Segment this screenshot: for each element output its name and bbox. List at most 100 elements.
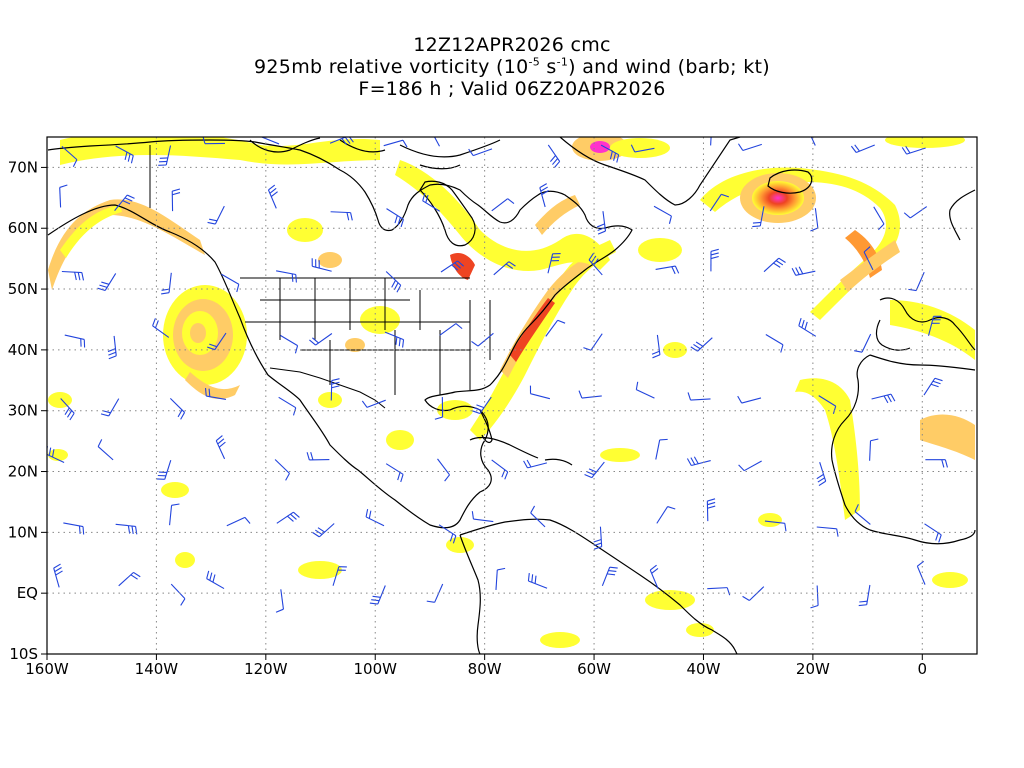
vorticity-shading	[48, 137, 975, 648]
wind-barb	[635, 381, 655, 399]
shade-pacific-low-core	[190, 323, 206, 343]
title-exponent-2: -1	[556, 55, 569, 69]
wind-barbs	[47, 137, 948, 613]
wind-barb	[170, 583, 186, 606]
shade-patch	[298, 561, 342, 579]
wind-barb	[869, 438, 879, 461]
wind-barb	[707, 587, 731, 596]
shade-africa-coast	[795, 378, 860, 520]
wind-barb	[690, 337, 713, 352]
wind-barb	[276, 511, 300, 524]
wind-barb	[53, 563, 63, 588]
shade-labrador-streak	[535, 195, 580, 235]
wind-barb	[332, 566, 347, 586]
wind-barb	[61, 270, 85, 281]
wind-barb	[924, 523, 942, 543]
wind-barb	[764, 520, 787, 532]
lat-tick-label: 70N	[8, 158, 38, 176]
wind-barb	[97, 439, 114, 461]
coast-europe	[875, 189, 976, 351]
wind-barb	[816, 461, 827, 486]
wind-barb	[438, 524, 457, 544]
wind-barb	[818, 395, 837, 414]
wind-barb	[655, 265, 680, 275]
lon-tick-label: 20W	[796, 660, 830, 678]
title-line-valid-time: F=186 h ; Valid 06Z20APR2026	[358, 78, 666, 100]
wind-barb	[204, 388, 227, 401]
wind-barb	[169, 398, 186, 420]
wind-barb	[871, 393, 896, 404]
wind-barb	[596, 211, 607, 235]
wind-barb	[260, 137, 280, 145]
wind-barb	[649, 564, 659, 589]
wind-barb	[752, 206, 765, 228]
coast-hispaniola	[544, 458, 573, 466]
axis-ticks: 160W 140W 120W 100W 80W 60W 40W 20W 0 70N 60N 50N 40…	[8, 158, 927, 678]
wind-barb	[687, 392, 711, 401]
wind-barb	[426, 583, 444, 603]
wind-barb	[908, 271, 925, 292]
lat-tick-label: 50N	[8, 280, 38, 298]
wind-barb	[207, 205, 225, 225]
wind-barb	[471, 511, 494, 523]
wind-barb	[600, 144, 620, 163]
wind-barb	[100, 398, 120, 417]
shade-great-lakes	[450, 253, 475, 280]
coast-cuba	[469, 436, 539, 459]
wind-barb	[309, 333, 333, 346]
wind-barb	[169, 503, 180, 526]
wind-barb	[547, 252, 561, 274]
shade-patch	[610, 138, 670, 158]
wind-barb	[330, 211, 353, 221]
shade-patch	[318, 392, 342, 408]
shade-patch	[318, 252, 342, 268]
wind-barb	[656, 506, 676, 524]
wind-barb	[276, 270, 297, 283]
wind-barb	[798, 317, 817, 337]
shade-iceland-low	[752, 181, 804, 215]
wind-barb	[491, 198, 515, 212]
lon-tick-label: 80W	[468, 660, 502, 678]
wind-barb	[630, 144, 655, 153]
shade-patch	[645, 590, 695, 610]
wind-barb	[763, 257, 786, 273]
coast-iceland	[767, 169, 813, 194]
wind-barb	[59, 184, 68, 208]
wind-barb	[115, 523, 138, 535]
shade-greenland-core	[590, 141, 610, 153]
shade-patch	[345, 338, 365, 352]
wind-barb	[156, 460, 172, 480]
shade-patch	[600, 448, 640, 462]
shade-pacific-tail	[185, 372, 240, 400]
coast-north-america	[47, 139, 633, 529]
wind-barb	[306, 452, 330, 461]
coast-hudson-bay	[419, 180, 476, 247]
political-borders	[149, 145, 491, 409]
wind-barb	[311, 258, 332, 272]
lon-tick-label: 0	[918, 660, 928, 678]
wind-barb	[275, 589, 284, 613]
coast-arctic-islands	[249, 137, 501, 170]
wind-barb	[854, 333, 872, 353]
wind-barb	[709, 193, 730, 212]
shade-patch	[932, 572, 968, 588]
wind-barb	[765, 334, 784, 353]
lon-tick-label: 100W	[354, 660, 398, 678]
state-lines	[245, 278, 491, 395]
wind-barb	[171, 188, 181, 212]
wind-barb	[545, 319, 566, 337]
lat-tick-label: 10S	[9, 645, 38, 663]
wind-barb	[873, 206, 885, 231]
wind-barb	[858, 584, 871, 607]
shade-nw-africa-patch	[920, 414, 975, 460]
wind-barb	[280, 334, 299, 354]
wind-barb	[330, 378, 340, 401]
wind-barb	[816, 526, 839, 537]
wind-barb	[206, 570, 225, 590]
wind-barb	[863, 246, 874, 271]
wind-barb	[686, 456, 711, 467]
wind-barb	[439, 323, 463, 336]
wind-barb	[97, 273, 117, 291]
title-line-model-run: 12Z12APR2026 cmc	[413, 34, 611, 56]
